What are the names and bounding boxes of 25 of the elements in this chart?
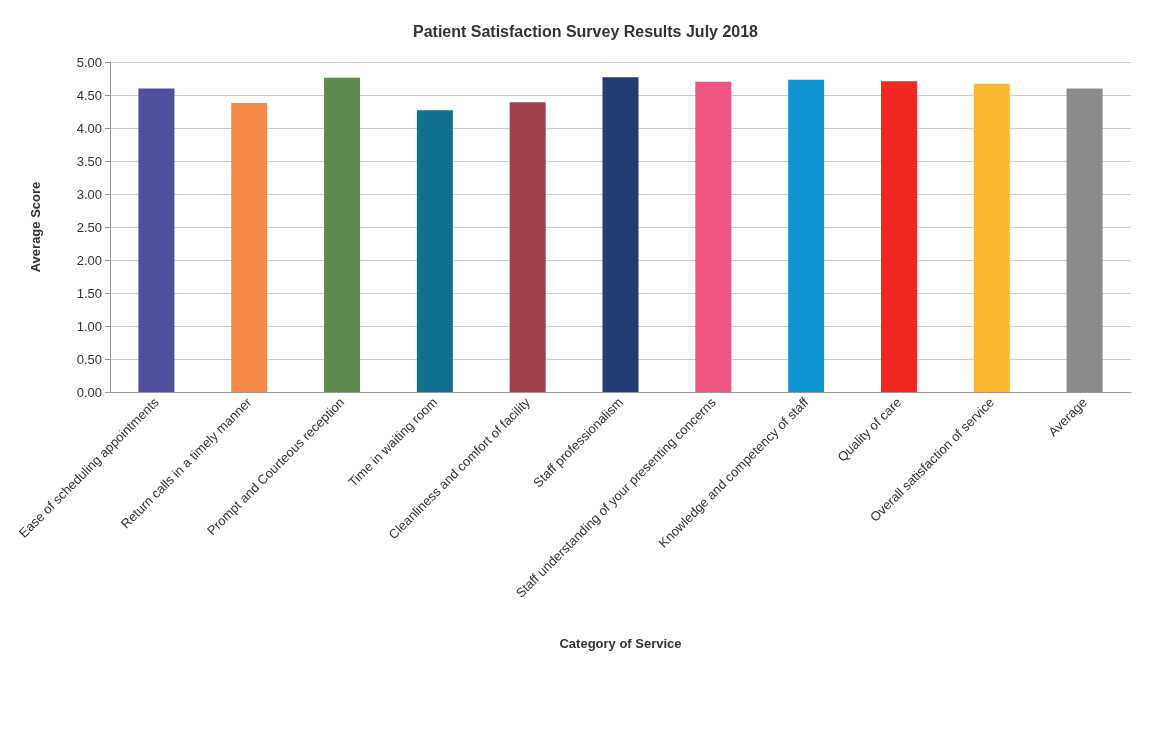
y-tick-label: 2.50 xyxy=(76,219,102,235)
x-axis-title: Category of Service xyxy=(559,636,682,651)
bar xyxy=(1066,88,1103,392)
bar xyxy=(138,88,175,392)
y-tick-label: 4.00 xyxy=(76,120,102,136)
y-tick-label: 1.00 xyxy=(76,318,102,334)
y-tick-label: 2.00 xyxy=(76,252,102,268)
y-tick-label: 1.50 xyxy=(76,285,102,301)
y-tick-label: 0.00 xyxy=(76,384,102,400)
y-tick-label: 3.50 xyxy=(76,153,102,169)
y-tick-label: 4.50 xyxy=(76,87,102,103)
y-axis-title: Average Score xyxy=(28,181,43,273)
bar xyxy=(880,81,917,392)
bar xyxy=(695,81,732,392)
chart-title: Patient Satisfaction Survey Results July 2018 xyxy=(412,22,759,40)
bar xyxy=(973,83,1010,392)
bar xyxy=(231,102,268,392)
y-tick-label: 5.00 xyxy=(76,54,102,70)
bar xyxy=(416,110,453,392)
bar xyxy=(788,79,825,392)
bar xyxy=(509,102,546,392)
y-tick-label: 3.00 xyxy=(76,186,102,202)
bar xyxy=(324,77,361,392)
bar xyxy=(602,77,639,392)
y-tick-label: 0.50 xyxy=(76,351,102,367)
